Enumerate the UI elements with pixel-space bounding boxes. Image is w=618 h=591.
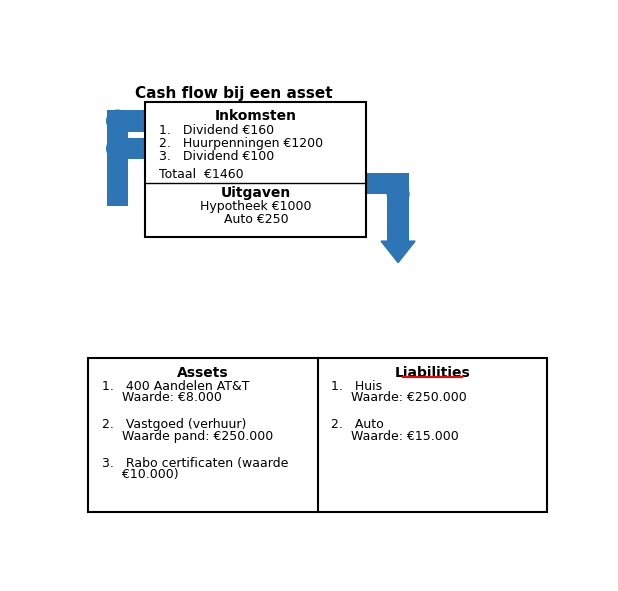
Text: Cash flow bij een asset: Cash flow bij een asset [135, 86, 333, 100]
FancyBboxPatch shape [117, 138, 145, 160]
Text: 1.   Dividend €160: 1. Dividend €160 [159, 124, 274, 137]
Text: Inkomsten: Inkomsten [215, 109, 297, 123]
Text: Waarde: €8.000: Waarde: €8.000 [102, 391, 222, 404]
Text: Waarde: €250.000: Waarde: €250.000 [331, 391, 467, 404]
Text: Auto €250: Auto €250 [224, 213, 288, 226]
FancyBboxPatch shape [107, 110, 129, 206]
Circle shape [107, 110, 129, 132]
Text: Assets: Assets [177, 366, 229, 380]
Circle shape [387, 183, 409, 205]
Text: 3.   Rabo certificaten (waarde: 3. Rabo certificaten (waarde [102, 457, 289, 470]
Text: Waarde: €15.000: Waarde: €15.000 [331, 430, 459, 443]
Text: 1.   400 Aandelen AT&T: 1. 400 Aandelen AT&T [102, 379, 250, 392]
Text: Waarde pand: €250.000: Waarde pand: €250.000 [102, 430, 273, 443]
FancyBboxPatch shape [88, 358, 547, 512]
Polygon shape [145, 132, 167, 165]
Text: 2.   Huurpenningen €1200: 2. Huurpenningen €1200 [159, 137, 324, 150]
Text: Hypotheek €1000: Hypotheek €1000 [200, 200, 311, 213]
Text: Totaal  €1460: Totaal €1460 [159, 168, 244, 181]
Text: 1.   Huis: 1. Huis [331, 379, 383, 392]
Text: Liabilities: Liabilities [394, 366, 470, 380]
Text: 3.   Dividend €100: 3. Dividend €100 [159, 150, 274, 163]
Polygon shape [381, 241, 415, 262]
Circle shape [107, 138, 129, 160]
FancyBboxPatch shape [387, 194, 409, 249]
Text: Uitgaven: Uitgaven [221, 186, 291, 200]
FancyBboxPatch shape [145, 102, 366, 237]
Text: 2.   Auto: 2. Auto [331, 418, 384, 431]
FancyBboxPatch shape [107, 110, 147, 132]
FancyBboxPatch shape [366, 173, 409, 194]
Text: 2.   Vastgoed (verhuur): 2. Vastgoed (verhuur) [102, 418, 247, 431]
Text: €10.000): €10.000) [102, 468, 179, 481]
